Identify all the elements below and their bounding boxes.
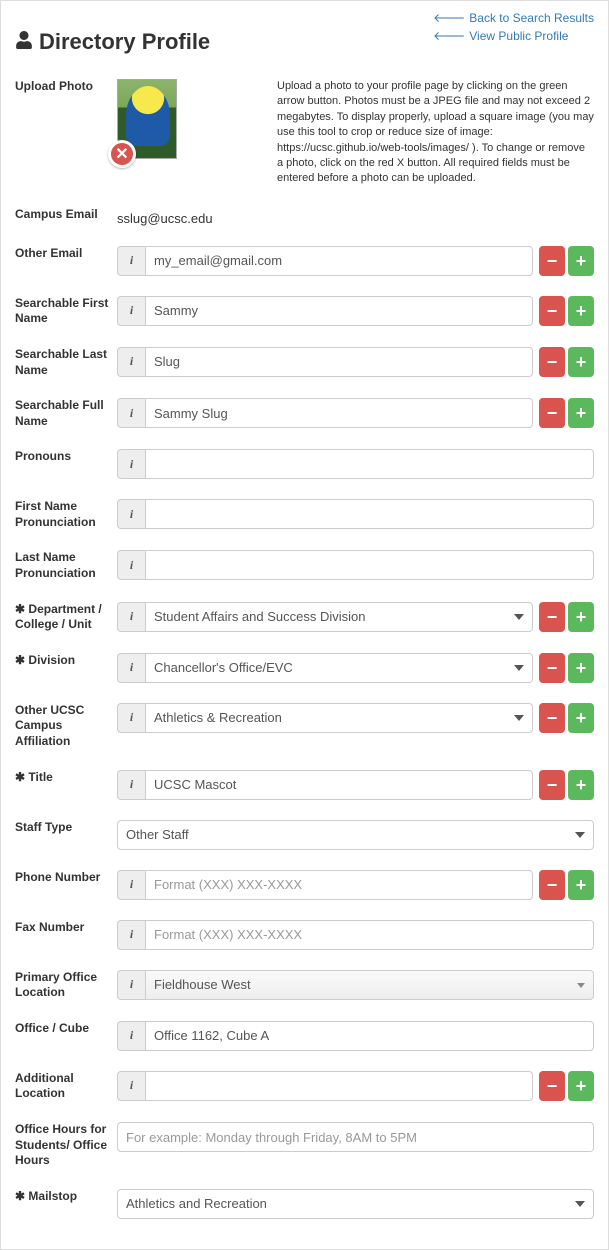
public-link-text: View Public Profile	[469, 29, 568, 43]
info-icon[interactable]: i	[117, 550, 145, 580]
back-link-text: Back to Search Results	[469, 11, 594, 25]
pronouns-input[interactable]	[145, 449, 594, 479]
last-pron-label: Last Name Pronunciation	[15, 550, 117, 581]
campus-email-value: sslug@ucsc.edu	[117, 207, 213, 226]
phone-input[interactable]	[145, 870, 533, 900]
remove-button[interactable]: −	[539, 398, 565, 428]
page-title-text: Directory Profile	[39, 29, 210, 55]
mailstop-select[interactable]: Athletics and Recreation	[117, 1189, 594, 1219]
remove-button[interactable]: −	[539, 870, 565, 900]
remove-button[interactable]: −	[539, 347, 565, 377]
add-location-label: Additional Location	[15, 1071, 117, 1102]
info-icon[interactable]: i	[117, 296, 145, 326]
add-button[interactable]: +	[568, 296, 594, 326]
remove-button[interactable]: −	[539, 1071, 565, 1101]
info-icon[interactable]: i	[117, 1021, 145, 1051]
info-icon[interactable]: i	[117, 970, 145, 1000]
office-cube-input[interactable]	[145, 1021, 594, 1051]
first-name-label: Searchable First Name	[15, 296, 117, 327]
full-name-input[interactable]	[145, 398, 533, 428]
info-icon[interactable]: i	[117, 449, 145, 479]
remove-photo-button[interactable]: ✕	[108, 140, 136, 168]
info-icon[interactable]: i	[117, 499, 145, 529]
add-button[interactable]: +	[568, 602, 594, 632]
profile-photo-thumbnail[interactable]: ✕	[117, 79, 177, 159]
remove-button[interactable]: −	[539, 602, 565, 632]
first-name-input[interactable]	[145, 296, 533, 326]
office-hours-input[interactable]	[117, 1122, 594, 1152]
info-icon[interactable]: i	[117, 246, 145, 276]
fax-label: Fax Number	[15, 920, 117, 936]
add-button[interactable]: +	[568, 398, 594, 428]
info-icon[interactable]: i	[117, 920, 145, 950]
user-icon	[15, 29, 33, 55]
other-email-input[interactable]	[145, 246, 533, 276]
primary-office-label: Primary Office Location	[15, 970, 117, 1001]
other-email-label: Other Email	[15, 246, 117, 262]
info-icon[interactable]: i	[117, 653, 145, 683]
back-to-search-link[interactable]: 🡐 Back to Search Results	[433, 9, 594, 27]
arrow-left-icon: 🡐	[433, 9, 465, 27]
first-pron-label: First Name Pronunciation	[15, 499, 117, 530]
full-name-label: Searchable Full Name	[15, 398, 117, 429]
staff-type-label: Staff Type	[15, 820, 117, 836]
info-icon[interactable]: i	[117, 602, 145, 632]
remove-button[interactable]: −	[539, 246, 565, 276]
remove-button[interactable]: −	[539, 770, 565, 800]
office-hours-label: Office Hours for Students/ Office Hours	[15, 1122, 117, 1169]
info-icon[interactable]: i	[117, 703, 145, 733]
add-button[interactable]: +	[568, 770, 594, 800]
info-icon[interactable]: i	[117, 870, 145, 900]
info-icon[interactable]: i	[117, 398, 145, 428]
info-icon[interactable]: i	[117, 347, 145, 377]
first-pron-input[interactable]	[145, 499, 594, 529]
upload-photo-description: Upload a photo to your profile page by c…	[277, 79, 594, 187]
info-icon[interactable]: i	[117, 1071, 145, 1101]
add-button[interactable]: +	[568, 1071, 594, 1101]
mascot-image	[126, 86, 170, 146]
add-location-input[interactable]	[145, 1071, 533, 1101]
last-name-input[interactable]	[145, 347, 533, 377]
phone-label: Phone Number	[15, 870, 117, 886]
campus-email-label: Campus Email	[15, 207, 117, 223]
affiliation-select[interactable]: Athletics & Recreation	[145, 703, 533, 733]
staff-type-select[interactable]: Other Staff	[117, 820, 594, 850]
division-select[interactable]: Chancellor's Office/EVC	[145, 653, 533, 683]
last-pron-input[interactable]	[145, 550, 594, 580]
mailstop-label: ✱ Mailstop	[15, 1189, 117, 1205]
remove-button[interactable]: −	[539, 703, 565, 733]
affiliation-label: Other UCSC Campus Affiliation	[15, 703, 117, 750]
add-button[interactable]: +	[568, 246, 594, 276]
division-label: ✱ Division	[15, 653, 117, 669]
department-label: ✱ Department / College / Unit	[15, 602, 117, 633]
department-select[interactable]: Student Affairs and Success Division	[145, 602, 533, 632]
remove-button[interactable]: −	[539, 296, 565, 326]
fax-input[interactable]	[145, 920, 594, 950]
office-cube-label: Office / Cube	[15, 1021, 117, 1037]
arrow-left-icon: 🡐	[433, 27, 465, 45]
add-button[interactable]: +	[568, 870, 594, 900]
last-name-label: Searchable Last Name	[15, 347, 117, 378]
info-icon[interactable]: i	[117, 770, 145, 800]
title-label: ✱ Title	[15, 770, 117, 786]
add-button[interactable]: +	[568, 703, 594, 733]
add-button[interactable]: +	[568, 347, 594, 377]
primary-office-select[interactable]: Fieldhouse West	[145, 970, 594, 1000]
add-button[interactable]: +	[568, 653, 594, 683]
remove-button[interactable]: −	[539, 653, 565, 683]
pronouns-label: Pronouns	[15, 449, 117, 465]
view-public-profile-link[interactable]: 🡐 View Public Profile	[433, 27, 594, 45]
upload-photo-label: Upload Photo	[15, 79, 117, 95]
title-input[interactable]	[145, 770, 533, 800]
